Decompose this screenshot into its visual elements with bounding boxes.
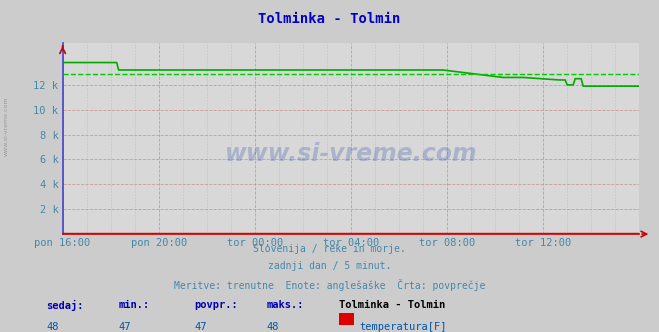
Text: sedaj:: sedaj: [46,300,84,311]
Text: www.si-vreme.com: www.si-vreme.com [3,96,9,156]
Text: Slovenija / reke in morje.: Slovenija / reke in morje. [253,244,406,254]
Text: zadnji dan / 5 minut.: zadnji dan / 5 minut. [268,261,391,271]
Text: 48: 48 [46,322,59,332]
Text: 47: 47 [194,322,207,332]
Text: min.:: min.: [119,300,150,310]
Text: 48: 48 [267,322,279,332]
Text: 47: 47 [119,322,131,332]
Text: maks.:: maks.: [267,300,304,310]
Text: Tolminka - Tolmin: Tolminka - Tolmin [339,300,445,310]
Text: Meritve: trenutne  Enote: anglešaške  Črta: povprečje: Meritve: trenutne Enote: anglešaške Črta… [174,279,485,290]
Text: temperatura[F]: temperatura[F] [359,322,447,332]
Text: povpr.:: povpr.: [194,300,238,310]
Text: Tolminka - Tolmin: Tolminka - Tolmin [258,12,401,26]
Text: www.si-vreme.com: www.si-vreme.com [225,142,477,166]
